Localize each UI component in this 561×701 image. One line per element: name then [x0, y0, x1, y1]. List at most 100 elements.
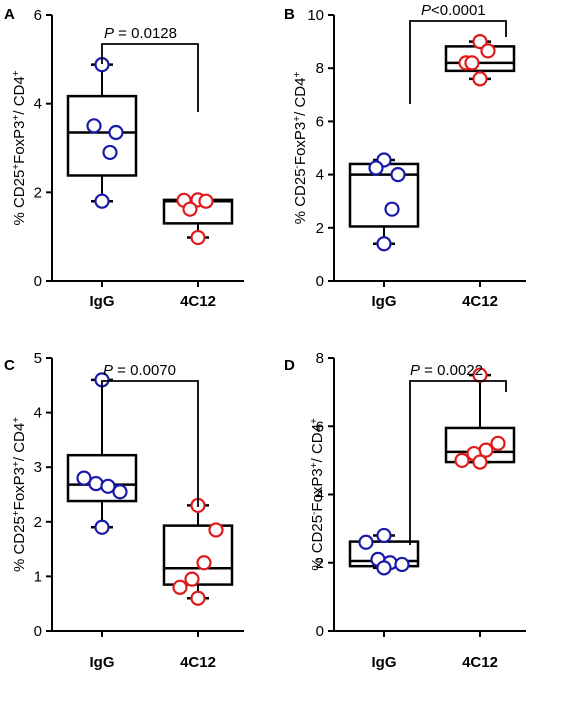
y-tick-label: 5: [34, 350, 42, 367]
p-value: P = 0.0022: [410, 362, 483, 379]
p-value-symbol: P: [103, 362, 113, 379]
data-point: [172, 579, 188, 595]
y-axis-label: % CD25-FoxP3+/ CD4+: [292, 72, 310, 225]
y-tick-label: 4: [316, 167, 324, 184]
panel-label: C: [4, 357, 15, 374]
y-axis-label-part: FoxP3: [292, 122, 309, 165]
y-axis-label-superscript: -: [292, 165, 303, 168]
y-axis-label-superscript: +: [11, 114, 22, 120]
y-tick-label: 6: [316, 113, 324, 130]
y-axis-label-part: / CD4: [292, 78, 309, 116]
y-tick-label: 8: [316, 60, 324, 77]
data-point: [454, 452, 470, 468]
data-point: [102, 144, 118, 161]
y-tick-label: 2: [316, 555, 324, 572]
data-point: [86, 118, 102, 134]
category-label: 4C12: [462, 654, 498, 671]
data-point: [100, 478, 116, 494]
p-value-text: = 0.0128: [114, 25, 177, 42]
data-point: [94, 193, 110, 209]
y-axis-label-superscript: +: [11, 70, 22, 76]
category-label: IgG: [372, 654, 397, 671]
data-point: [464, 55, 480, 71]
panel-c: C 0 1 2 3 4 5 IgG 4C12 % CD25+FoxP3+/ CD4+ P = 0.…: [4, 350, 244, 671]
y-tick-label: 4: [34, 405, 42, 422]
y-axis-label-part: FoxP3: [309, 468, 326, 511]
category-label: IgG: [372, 293, 397, 310]
significance-bracket: [409, 380, 507, 545]
y-axis-label-part: % CD25: [292, 168, 309, 224]
y-axis-label: % CD25-FoxP3+/ CD4+: [309, 418, 327, 571]
data-point: [472, 71, 488, 87]
y-tick-label: 10: [307, 7, 324, 24]
p-value-symbol: P: [104, 25, 114, 42]
y-axis-label-part: / CD4: [309, 424, 326, 462]
y-axis-label-superscript: +: [309, 418, 320, 424]
y-tick-label: 4: [316, 487, 324, 504]
p-value-text: = 0.0070: [113, 362, 176, 379]
y-tick-label: 1: [34, 568, 42, 585]
y-axis-label-superscript: +: [11, 461, 22, 467]
p-value-symbol: P: [410, 362, 420, 379]
box: [444, 45, 516, 73]
y-tick-label: 0: [316, 623, 324, 640]
y-axis-label-part: / CD4: [11, 423, 28, 461]
y-axis-label: % CD25+FoxP3+/ CD4+: [11, 417, 29, 572]
p-value: P = 0.0070: [103, 362, 176, 379]
data-point: [358, 534, 374, 550]
data-point: [480, 43, 496, 59]
data-point: [376, 560, 392, 576]
y-tick-label: 0: [34, 623, 42, 640]
category-label: 4C12: [462, 293, 498, 310]
panel-label: D: [284, 357, 295, 374]
data-point: [196, 555, 212, 571]
y-axis-label-superscript: +: [11, 417, 22, 423]
y-tick-label: 2: [34, 184, 42, 201]
data-point: [376, 236, 392, 252]
data-point: [490, 435, 506, 451]
p-value: P = 0.0128: [104, 25, 177, 42]
data-point: [376, 527, 392, 544]
category-label: IgG: [90, 293, 115, 310]
y-axis-label-superscript: -: [309, 512, 320, 515]
y-tick-label: 8: [316, 350, 324, 367]
y-axis-label-part: / CD4: [11, 76, 28, 114]
data-point: [94, 519, 110, 535]
panel-label: A: [4, 6, 15, 23]
data-point: [472, 454, 488, 470]
y-axis-label-superscript: +: [309, 462, 320, 468]
box: [162, 524, 234, 586]
significance-bracket: [101, 43, 199, 112]
y-tick-label: 6: [34, 7, 42, 24]
data-point: [390, 167, 406, 183]
data-point: [112, 484, 128, 500]
significance-bracket: [101, 380, 199, 507]
category-label: IgG: [90, 654, 115, 671]
y-tick-label: 2: [34, 514, 42, 531]
category-label: 4C12: [180, 654, 216, 671]
y-axis-label-part: FoxP3: [11, 120, 28, 163]
y-tick-label: 3: [34, 459, 42, 476]
data-point: [184, 571, 200, 587]
data-point: [368, 160, 384, 176]
y-axis-label-part: FoxP3: [11, 467, 28, 510]
data-point: [190, 590, 206, 606]
p-value-text: <0.0001: [431, 2, 486, 19]
data-point: [190, 229, 206, 246]
data-point: [472, 33, 488, 50]
panel-label: B: [284, 6, 295, 23]
data-point: [208, 522, 224, 538]
p-value: P<0.0001: [421, 2, 486, 19]
data-point: [198, 193, 214, 209]
box: [348, 162, 420, 228]
y-axis-label-superscript: +: [11, 164, 22, 170]
y-tick-label: 0: [34, 273, 42, 290]
data-point: [384, 201, 400, 217]
y-axis-label-superscript: +: [292, 72, 303, 78]
y-tick-label: 2: [316, 220, 324, 237]
data-point: [394, 556, 410, 573]
y-axis-label-part: % CD25: [309, 515, 326, 571]
